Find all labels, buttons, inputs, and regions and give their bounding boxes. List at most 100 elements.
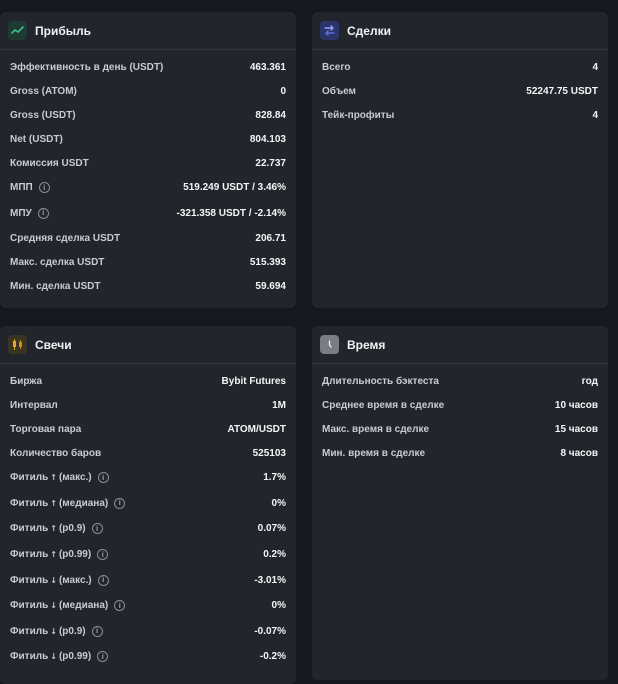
wick-suffix: (p0.99) xyxy=(58,651,92,663)
deals-card-title: Сделки xyxy=(347,23,391,38)
row-value: -3.01% xyxy=(254,574,286,586)
row-value: 22.737 xyxy=(255,157,286,169)
info-icon[interactable]: i xyxy=(37,207,49,219)
row-value: 0 xyxy=(280,85,286,97)
wick-suffix: (макс.) xyxy=(58,574,92,586)
deals-card: Сделки Всего 4 Объем 52247.75 USDT Тейк-… xyxy=(312,12,608,308)
wick-prefix: Фитиль xyxy=(10,472,49,484)
deals-row-take-profits: Тейк-профиты 4 xyxy=(312,103,608,127)
info-icon[interactable]: i xyxy=(97,549,109,561)
candles-row-wick-up-p099: Фитиль ↑ (p0.99) i 0.2% xyxy=(0,542,296,568)
row-label-wrap: МПП i xyxy=(10,182,50,194)
row-value: 206.71 xyxy=(255,232,286,244)
info-icon[interactable]: i xyxy=(38,182,50,194)
candles-row-wick-up-p09: Фитиль ↑ (p0.9) i 0.07% xyxy=(0,516,296,542)
row-label: Макс. сделка USDT xyxy=(10,256,105,268)
candlestick-icon xyxy=(8,335,27,354)
row-label: Эффективность в день (USDT) xyxy=(10,61,164,73)
row-value: 1M xyxy=(272,399,286,411)
row-label-wrap: Фитиль ↓ (p0.9) i xyxy=(10,625,103,637)
row-label: Биржа xyxy=(10,375,43,387)
wick-suffix: (p0.9) xyxy=(58,523,86,535)
profit-card: Прибыль Эффективность в день (USDT) 463.… xyxy=(0,12,296,308)
row-label: Среднее время в сделке xyxy=(322,399,445,411)
info-icon[interactable]: i xyxy=(97,574,109,586)
candles-row-wick-down-max: Фитиль ↓ (макс.) i -3.01% xyxy=(0,567,296,593)
row-value: ATOM/USDT xyxy=(227,423,286,435)
info-icon[interactable]: i xyxy=(91,523,103,535)
candles-row-wick-up-median: Фитиль ↑ (медиана) i 0% xyxy=(0,491,296,517)
row-label: Тейк-профиты xyxy=(322,109,395,121)
row-label-wrap: Фитиль ↑ (p0.99) i xyxy=(10,549,109,561)
row-label: Интервал xyxy=(10,399,58,411)
row-value: 0% xyxy=(271,497,286,509)
wick-prefix: Фитиль xyxy=(10,651,49,663)
exchange-arrows-icon xyxy=(320,21,339,40)
arrow-up-icon: ↑ xyxy=(50,498,57,508)
time-row-avg-time: Среднее время в сделке 10 часов xyxy=(312,393,608,417)
row-label: Количество баров xyxy=(10,447,102,459)
row-label: Мин. сделка USDT xyxy=(10,280,101,292)
row-label: МПП xyxy=(10,182,33,194)
row-label: Макс. время в сделке xyxy=(322,423,430,435)
candles-card: Свечи Биржа Bybit Futures Интервал 1M То… xyxy=(0,326,296,684)
row-value: 828.84 xyxy=(255,109,286,121)
row-value: -0.07% xyxy=(254,625,286,637)
row-value: 8 часов xyxy=(560,447,598,459)
row-value: 0% xyxy=(271,600,286,612)
row-label: Net (USDT) xyxy=(10,133,63,145)
time-card-title: Время xyxy=(347,337,386,352)
profit-row-min-deal: Мин. сделка USDT 59.694 xyxy=(0,274,296,298)
row-value: 525103 xyxy=(252,447,286,459)
row-value: 804.103 xyxy=(249,133,286,145)
row-value: Bybit Futures xyxy=(221,375,286,387)
profit-card-title: Прибыль xyxy=(35,23,91,38)
profit-row-gross-atom: Gross (ATOM) 0 xyxy=(0,79,296,103)
info-icon[interactable]: i xyxy=(97,472,109,484)
row-value: год xyxy=(581,375,598,387)
arrow-down-icon: ↓ xyxy=(50,626,57,636)
row-label: Комиссия USDT xyxy=(10,157,89,169)
trend-line-icon xyxy=(8,21,27,40)
row-label: Gross (ATOM) xyxy=(10,85,77,97)
info-icon[interactable]: i xyxy=(91,625,103,637)
row-value: 519.249 USDT / 3.46% xyxy=(183,182,286,194)
wick-prefix: Фитиль xyxy=(10,600,49,612)
info-icon[interactable]: i xyxy=(97,651,109,663)
row-value: 52247.75 USDT xyxy=(526,85,598,97)
arrow-down-icon: ↓ xyxy=(50,652,57,662)
time-row-min-time: Мин. время в сделке 8 часов xyxy=(312,441,608,465)
row-value: -0.2% xyxy=(259,651,286,663)
row-value: 4 xyxy=(592,61,598,73)
row-label: Длительность бэктеста xyxy=(322,375,439,387)
deals-row-volume: Объем 52247.75 USDT xyxy=(312,79,608,103)
wick-suffix: (медиана) xyxy=(58,600,109,612)
row-value: 0.07% xyxy=(257,523,286,535)
arrow-down-icon: ↓ xyxy=(50,601,57,611)
row-label-wrap: Фитиль ↑ (медиана) i xyxy=(10,497,126,509)
profit-row-daily-efficiency: Эффективность в день (USDT) 463.361 xyxy=(0,55,296,79)
candles-row-wick-down-p099: Фитиль ↓ (p0.99) i -0.2% xyxy=(0,644,296,670)
clock-icon xyxy=(320,335,339,354)
row-value: -321.358 USDT / -2.14% xyxy=(176,207,287,219)
row-value: 15 часов xyxy=(554,423,598,435)
candles-row-exchange: Биржа Bybit Futures xyxy=(0,369,296,393)
row-label-wrap: МПУ i xyxy=(10,207,49,219)
time-row-duration: Длительность бэктеста год xyxy=(312,369,608,393)
profit-row-gross-usdt: Gross (USDT) 828.84 xyxy=(0,103,296,127)
wick-suffix: (p0.9) xyxy=(58,625,86,637)
time-card-header: Время xyxy=(312,326,608,364)
arrow-down-icon: ↓ xyxy=(50,575,57,585)
info-icon[interactable]: i xyxy=(114,497,126,509)
row-label: Объем xyxy=(322,85,356,97)
wick-suffix: (макс.) xyxy=(58,472,92,484)
row-label-wrap: Фитиль ↑ (p0.9) i xyxy=(10,523,103,535)
arrow-up-icon: ↑ xyxy=(50,550,57,560)
wick-prefix: Фитиль xyxy=(10,625,49,637)
row-value: 10 часов xyxy=(554,399,598,411)
info-icon[interactable]: i xyxy=(114,600,126,612)
arrow-up-icon: ↑ xyxy=(50,473,57,483)
wick-prefix: Фитиль xyxy=(10,574,49,586)
candles-row-pair: Торговая пара ATOM/USDT xyxy=(0,417,296,441)
arrow-up-icon: ↑ xyxy=(50,524,57,534)
